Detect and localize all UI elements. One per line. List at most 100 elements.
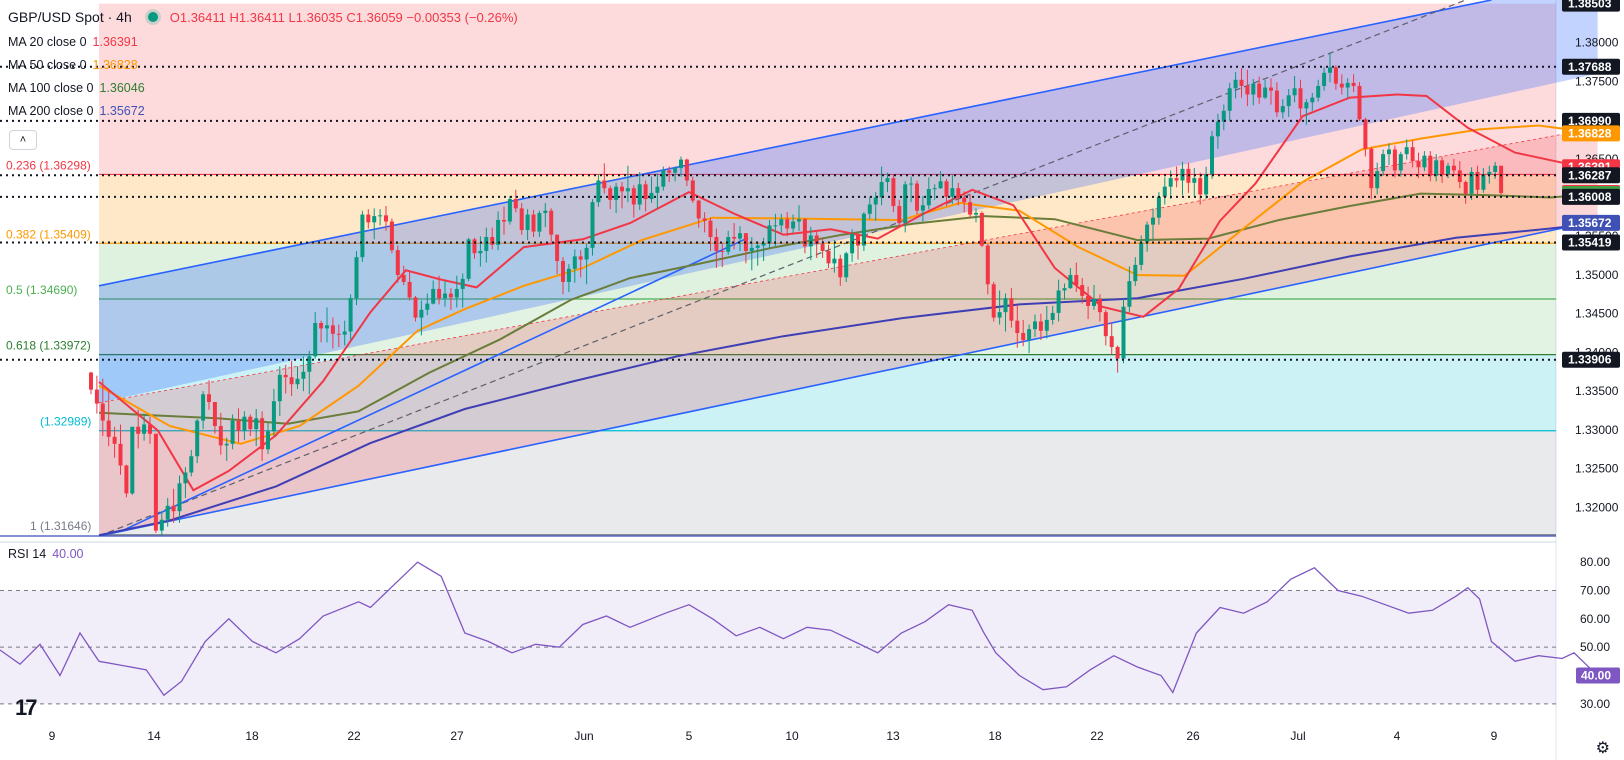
candle bbox=[319, 320, 324, 343]
candle-body bbox=[1080, 285, 1085, 296]
ma200-legend[interactable]: MA 200 close 0 1.35672 bbox=[8, 104, 145, 118]
candle bbox=[207, 380, 211, 410]
candle-body bbox=[625, 188, 630, 192]
candle-body bbox=[1204, 174, 1209, 195]
candle-body bbox=[956, 188, 961, 198]
candle-body bbox=[348, 298, 353, 332]
candle-body bbox=[153, 433, 158, 531]
candle-body bbox=[891, 178, 896, 207]
candle bbox=[384, 206, 388, 231]
candle-body bbox=[1215, 121, 1220, 137]
rsi-value: 40.00 bbox=[52, 547, 84, 561]
rsi-label: RSI 14 bbox=[8, 547, 47, 561]
candle bbox=[755, 241, 760, 266]
rsi-legend[interactable]: RSI 14 40.00 bbox=[8, 547, 84, 561]
fib-zone bbox=[99, 66, 1556, 175]
candle-body bbox=[1003, 298, 1008, 313]
price-tag-bg bbox=[1562, 0, 1620, 12]
symbol-title[interactable]: GBP/USD Spot · 4h bbox=[8, 9, 132, 25]
candle bbox=[1192, 168, 1197, 196]
candle bbox=[389, 218, 394, 254]
candle bbox=[1398, 151, 1403, 177]
candle-body bbox=[1292, 88, 1297, 96]
candle-body bbox=[679, 159, 683, 169]
candle bbox=[224, 437, 229, 461]
candle bbox=[419, 300, 424, 336]
candle bbox=[1198, 172, 1203, 205]
candle bbox=[962, 191, 967, 213]
candle bbox=[1339, 74, 1344, 95]
candle bbox=[1451, 158, 1456, 176]
candle-body bbox=[991, 284, 996, 318]
candle bbox=[1021, 319, 1026, 347]
candle-body bbox=[1263, 87, 1268, 98]
candle bbox=[1292, 75, 1297, 103]
candle bbox=[1328, 52, 1332, 83]
candle-body bbox=[484, 237, 489, 251]
fib-level-label: 0.382 (1.35409) bbox=[6, 227, 91, 241]
ma20-legend[interactable]: MA 20 close 0 1.36391 bbox=[8, 35, 138, 49]
candle-body bbox=[1192, 178, 1197, 183]
candle bbox=[1469, 167, 1474, 200]
candle bbox=[466, 237, 471, 282]
candle bbox=[974, 208, 978, 223]
candle-body bbox=[549, 210, 554, 235]
price-tag-bg bbox=[1562, 188, 1620, 205]
rsi-line bbox=[98, 561, 1599, 697]
candle bbox=[773, 213, 778, 247]
ma100-legend[interactable]: MA 100 close 0 1.36046 bbox=[8, 81, 145, 95]
ohlc-values: O1.36411 H1.36411 L1.36035 C1.36059 −0.0… bbox=[170, 10, 518, 25]
candle bbox=[926, 177, 931, 210]
candle-body bbox=[1109, 336, 1114, 348]
candle-body bbox=[283, 374, 288, 378]
candle-body bbox=[838, 258, 843, 278]
candle-body bbox=[431, 288, 436, 304]
candle-body bbox=[1286, 95, 1291, 107]
candle bbox=[1009, 288, 1014, 328]
candle bbox=[791, 214, 796, 234]
candle-body bbox=[260, 418, 265, 450]
candle-body bbox=[779, 219, 784, 226]
market-open-dot-icon bbox=[147, 12, 158, 22]
collapse-legend-button[interactable]: ˄ bbox=[9, 130, 37, 150]
candle-body bbox=[1469, 171, 1474, 194]
candle bbox=[295, 366, 300, 389]
candle bbox=[502, 206, 506, 235]
candle bbox=[531, 209, 536, 238]
candle bbox=[395, 245, 400, 283]
candle-body bbox=[136, 426, 141, 434]
price-tick-label: 1.32500 bbox=[1575, 462, 1619, 476]
candle-body bbox=[507, 199, 512, 222]
fibonacci-retracement: 0.236 (1.36298) 0.382 (1.35409) 0.5 (1.346… bbox=[6, 3, 1556, 536]
ma200-label: MA 200 close 0 bbox=[8, 104, 94, 118]
candle-body bbox=[1274, 90, 1279, 113]
candle bbox=[631, 185, 636, 218]
price-tag: 1.36287 bbox=[1562, 167, 1620, 184]
price-tag-bg bbox=[1562, 112, 1620, 129]
candle bbox=[1245, 69, 1250, 107]
candle-body bbox=[1062, 288, 1067, 291]
candle-body bbox=[1475, 171, 1480, 190]
candle-body bbox=[1333, 67, 1338, 84]
candle bbox=[266, 422, 270, 454]
candle bbox=[708, 217, 713, 251]
candle bbox=[702, 212, 707, 233]
candle-body bbox=[490, 237, 495, 245]
candle bbox=[271, 388, 276, 437]
candle-body bbox=[124, 465, 129, 494]
tradingview-logo-icon[interactable]: 17 bbox=[15, 695, 38, 720]
candle bbox=[814, 231, 819, 258]
gear-icon[interactable]: ⚙ bbox=[1595, 740, 1610, 757]
candle bbox=[714, 228, 719, 268]
candle-body bbox=[708, 220, 713, 238]
candle-body bbox=[1381, 154, 1386, 172]
candle-body bbox=[360, 214, 365, 258]
candle bbox=[1103, 309, 1108, 346]
candle bbox=[248, 414, 253, 437]
ma50-legend[interactable]: MA 50 close 0 1.36828 bbox=[8, 58, 138, 72]
candle-body bbox=[1245, 85, 1250, 95]
candle bbox=[348, 294, 353, 341]
candle-body bbox=[1038, 321, 1043, 331]
candle bbox=[354, 250, 359, 306]
